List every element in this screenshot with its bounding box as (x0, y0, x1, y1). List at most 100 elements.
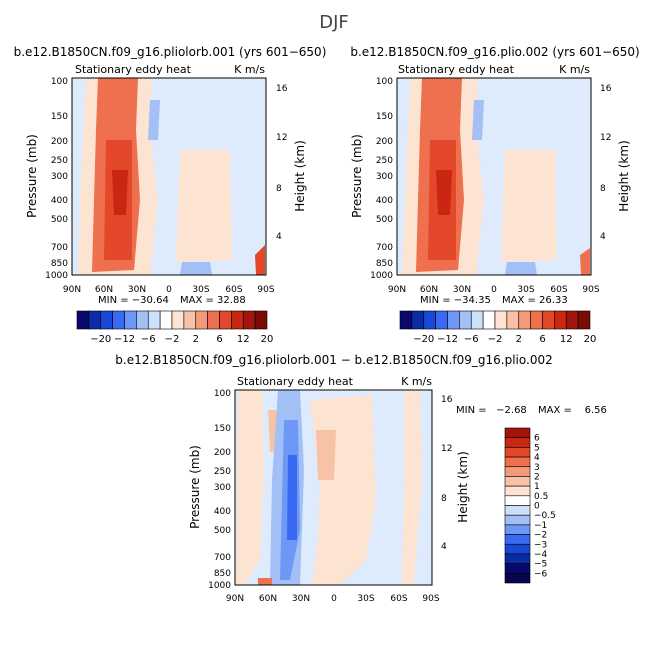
y-right-tick-label: 16 (276, 84, 288, 94)
colorbar-label: −6 (464, 334, 479, 345)
panel-subtitle-right: K m/s (234, 63, 265, 76)
panel-subtitle-right: K m/s (559, 63, 590, 76)
y-tick-label: 250 (376, 156, 393, 166)
x-tick-label: 60N (259, 594, 277, 604)
y-right-tick-label: 12 (441, 444, 452, 454)
colorbar-label: 12 (560, 334, 573, 345)
colorbar-label: −2 (488, 334, 503, 345)
y-axis-right: 16 12 8 4 (441, 395, 453, 552)
y-right-tick-label: 4 (441, 542, 447, 552)
y-tick-label: 850 (376, 259, 393, 269)
y-tick-label: 300 (214, 483, 231, 493)
colorbar-swatch (504, 437, 531, 448)
x-tick-label: 0 (166, 285, 172, 295)
colorbar-swatch (504, 485, 531, 497)
colorbar-swatch (504, 553, 531, 564)
min-label: MIN = −2.68 (456, 405, 527, 416)
y-tick-label: 300 (51, 172, 68, 182)
field-negative-max (287, 455, 297, 540)
colorbar (76, 310, 268, 330)
colorbar-label: 0.5 (534, 492, 548, 502)
y-tick-label: 1000 (208, 581, 231, 591)
y-axis: 100 150 200 250 300 400 500 700 850 1000 (45, 77, 68, 281)
field-positive-max (436, 170, 452, 215)
colorbar-swatch (504, 495, 531, 506)
colorbar-label: 6 (216, 334, 222, 345)
plot-frame (71, 77, 267, 276)
colorbar-label: −0.5 (534, 511, 556, 521)
colorbar-label: 2 (193, 334, 199, 345)
field-positive-tropics (310, 395, 376, 585)
colorbar-label: 20 (584, 334, 597, 345)
x-tick-label: 90S (422, 594, 439, 604)
y-axis-right-label: Height (km) (293, 140, 307, 211)
field-negative-surface (180, 262, 212, 275)
y-tick-label: 500 (376, 215, 393, 225)
y-tick-label: 400 (214, 507, 231, 517)
colorbar-swatch (504, 563, 531, 574)
colorbar-swatch (577, 310, 591, 330)
y-axis-right-label: Height (km) (617, 140, 631, 211)
y-tick-label: 700 (376, 243, 393, 253)
x-tick-label: 30S (517, 285, 534, 295)
x-tick-label: 30S (192, 285, 209, 295)
x-tick-label: 60N (420, 285, 438, 295)
y-axis-right: 16 12 8 4 (600, 84, 612, 242)
colorbar-label: 12 (237, 334, 250, 345)
colorbar-swatch (504, 456, 531, 468)
y-tick-label: 300 (376, 172, 393, 182)
x-axis: 90N 60N 30N 0 30S 60S 90S (388, 285, 600, 295)
field-polar-max (580, 248, 590, 275)
colorbar-label: −6 (534, 569, 548, 579)
colorbar (399, 310, 591, 330)
y-axis: 100 150 200 250 300 400 500 700 850 1000 (370, 77, 393, 281)
colorbar-swatch (504, 534, 531, 545)
y-tick-label: 100 (376, 77, 393, 87)
x-tick-label: 90S (582, 285, 599, 295)
colorbar-swatch (504, 505, 531, 516)
y-right-tick-label: 4 (600, 232, 606, 242)
y-axis-label: Pressure (mb) (25, 134, 39, 218)
colorbar-swatch (504, 447, 531, 458)
y-axis: 100 150 200 250 300 400 500 700 850 1000 (208, 389, 231, 591)
colorbar-label: −20 (413, 334, 434, 345)
y-tick-label: 200 (51, 137, 68, 147)
colorbar-label: 6 (534, 434, 540, 444)
field-positive-max (112, 170, 128, 215)
panel-subtitle-left: Stationary eddy heat (237, 375, 354, 388)
field-positive-highlat (236, 390, 264, 585)
y-tick-label: 700 (214, 553, 231, 563)
y-right-tick-label: 8 (441, 494, 447, 504)
plot-field (397, 78, 591, 275)
panel-subtitle-right: K m/s (401, 375, 432, 388)
y-axis-label: Pressure (mb) (350, 134, 364, 218)
colorbar-swatch (504, 476, 531, 487)
x-tick-label: 90N (63, 285, 81, 295)
y-right-tick-label: 16 (600, 84, 612, 94)
panel-title: b.e12.B1850CN.f09_g16.pliolorb.001 − b.e… (115, 353, 552, 367)
x-tick-label: 30N (292, 594, 310, 604)
y-right-tick-label: 4 (276, 232, 282, 242)
x-tick-label: 60S (550, 285, 567, 295)
colorbar-label: −4 (534, 550, 548, 560)
colorbar-swatch (504, 573, 531, 584)
field-surface-max (258, 578, 272, 585)
y-tick-label: 150 (214, 424, 231, 434)
y-axis-right: 16 12 8 4 (276, 84, 288, 242)
x-tick-label: 60S (390, 594, 407, 604)
y-tick-label: 700 (51, 243, 68, 253)
plot-field (72, 78, 266, 275)
colorbar-swatch (504, 466, 531, 477)
y-tick-label: 150 (376, 112, 393, 122)
plot-frame (234, 389, 433, 586)
page-title: DJF (319, 12, 349, 33)
colorbar-label: −2 (534, 531, 547, 541)
y-tick-label: 850 (214, 569, 231, 579)
y-tick-label: 250 (214, 467, 231, 477)
colorbar-swatch (504, 427, 531, 438)
y-tick-label: 1000 (370, 271, 393, 281)
colorbar-label: 5 (534, 443, 540, 453)
y-tick-label: 400 (51, 196, 68, 206)
y-tick-label: 250 (51, 156, 68, 166)
y-tick-label: 500 (51, 215, 68, 225)
